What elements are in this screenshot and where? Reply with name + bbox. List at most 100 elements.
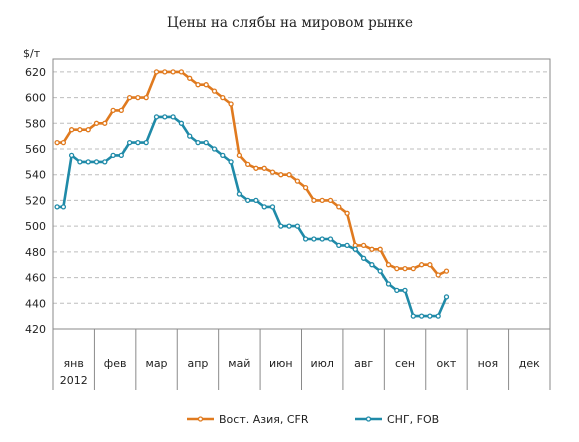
x-tick-label: янв xyxy=(64,357,84,370)
data-point xyxy=(220,94,226,101)
data-point xyxy=(410,265,416,272)
y-tick-label: 600 xyxy=(25,92,46,105)
data-point xyxy=(102,120,108,126)
data-point xyxy=(402,287,408,294)
data-point xyxy=(77,159,83,165)
legend-marker xyxy=(365,416,372,422)
y-tick-label: 460 xyxy=(25,272,46,285)
data-point xyxy=(410,313,416,319)
y-tick-label: 440 xyxy=(25,297,46,310)
axes: 420 440 460 480 500 520 540 560 580 600 620 янв фев м… xyxy=(25,58,551,390)
data-point xyxy=(126,94,133,101)
y-axis-label: $/т xyxy=(23,47,41,60)
data-point xyxy=(110,152,116,159)
data-point xyxy=(377,246,383,252)
data-point xyxy=(418,262,425,268)
data-point xyxy=(278,223,284,229)
data-point xyxy=(327,236,334,242)
data-point xyxy=(344,210,350,216)
x-tick-label: дек xyxy=(519,357,540,370)
data-point xyxy=(385,281,392,287)
x-tick-label: апр xyxy=(187,357,208,370)
data-point xyxy=(236,191,243,197)
data-point xyxy=(187,133,193,139)
y-tick-label: 540 xyxy=(25,169,46,182)
data-point xyxy=(170,69,176,75)
data-point xyxy=(126,139,133,146)
y-tick-label: 520 xyxy=(25,194,46,207)
data-point xyxy=(211,88,218,94)
data-point xyxy=(170,114,176,120)
data-point xyxy=(360,242,367,249)
y-tick-label: 420 xyxy=(25,323,46,336)
y-tick-label: 620 xyxy=(25,66,46,79)
data-point xyxy=(319,197,325,204)
data-point xyxy=(195,139,201,146)
data-point xyxy=(344,242,350,249)
x-tick-label: июл xyxy=(310,357,333,370)
data-point xyxy=(68,152,75,159)
series-lines xyxy=(54,69,450,319)
data-point xyxy=(60,139,67,146)
data-point xyxy=(178,69,185,75)
x-tick-label: июн xyxy=(269,357,293,370)
data-point xyxy=(394,287,400,294)
data-point xyxy=(153,114,160,120)
data-point xyxy=(269,169,276,175)
data-point xyxy=(118,107,124,114)
data-point xyxy=(286,223,292,229)
y-tick-label: 560 xyxy=(25,143,46,156)
x-tick-label: сен xyxy=(395,357,415,370)
data-point xyxy=(360,255,367,261)
y-tick-label: 480 xyxy=(25,246,46,259)
data-point xyxy=(394,265,400,272)
data-point xyxy=(77,127,83,133)
data-point xyxy=(327,197,334,204)
y-tick-label: 500 xyxy=(25,220,46,233)
data-point xyxy=(369,262,375,268)
legend-label: СНГ, FOB xyxy=(387,413,439,426)
data-point xyxy=(143,94,149,101)
data-point xyxy=(377,268,383,274)
data-point xyxy=(311,197,317,204)
series-line-1 xyxy=(55,70,448,277)
data-point xyxy=(261,204,267,210)
grid-lines xyxy=(53,71,550,330)
data-point xyxy=(286,172,292,178)
data-point xyxy=(143,139,149,146)
data-point xyxy=(402,265,408,272)
data-point xyxy=(187,75,193,81)
x-tick-label: авг xyxy=(354,357,373,370)
data-point xyxy=(336,242,342,249)
data-point xyxy=(261,165,267,171)
legend: Вост. Азия, CFR СНГ, FOB xyxy=(187,413,439,426)
chart-title: Цены на слябы на мировом рынке xyxy=(167,15,413,31)
data-point xyxy=(245,197,251,204)
data-point xyxy=(54,139,60,146)
data-point xyxy=(178,120,185,126)
data-point xyxy=(93,120,100,126)
data-point xyxy=(110,107,116,114)
data-point xyxy=(385,262,392,268)
data-point xyxy=(153,69,160,75)
data-point xyxy=(85,127,91,133)
data-point xyxy=(228,101,234,107)
x-tick-label: ноя xyxy=(478,357,499,370)
data-point xyxy=(68,127,75,133)
data-point xyxy=(435,313,441,319)
data-point xyxy=(294,178,301,184)
data-point xyxy=(336,204,342,210)
x-tick-label: фев xyxy=(104,357,127,370)
data-point xyxy=(294,223,301,229)
data-point xyxy=(269,204,276,210)
data-point xyxy=(162,114,168,120)
data-point xyxy=(118,152,124,159)
data-point xyxy=(85,159,91,165)
data-point xyxy=(203,139,209,146)
data-point xyxy=(369,246,375,252)
data-point xyxy=(302,236,309,242)
data-point xyxy=(203,82,209,88)
data-point xyxy=(302,184,309,191)
data-point xyxy=(162,69,168,75)
